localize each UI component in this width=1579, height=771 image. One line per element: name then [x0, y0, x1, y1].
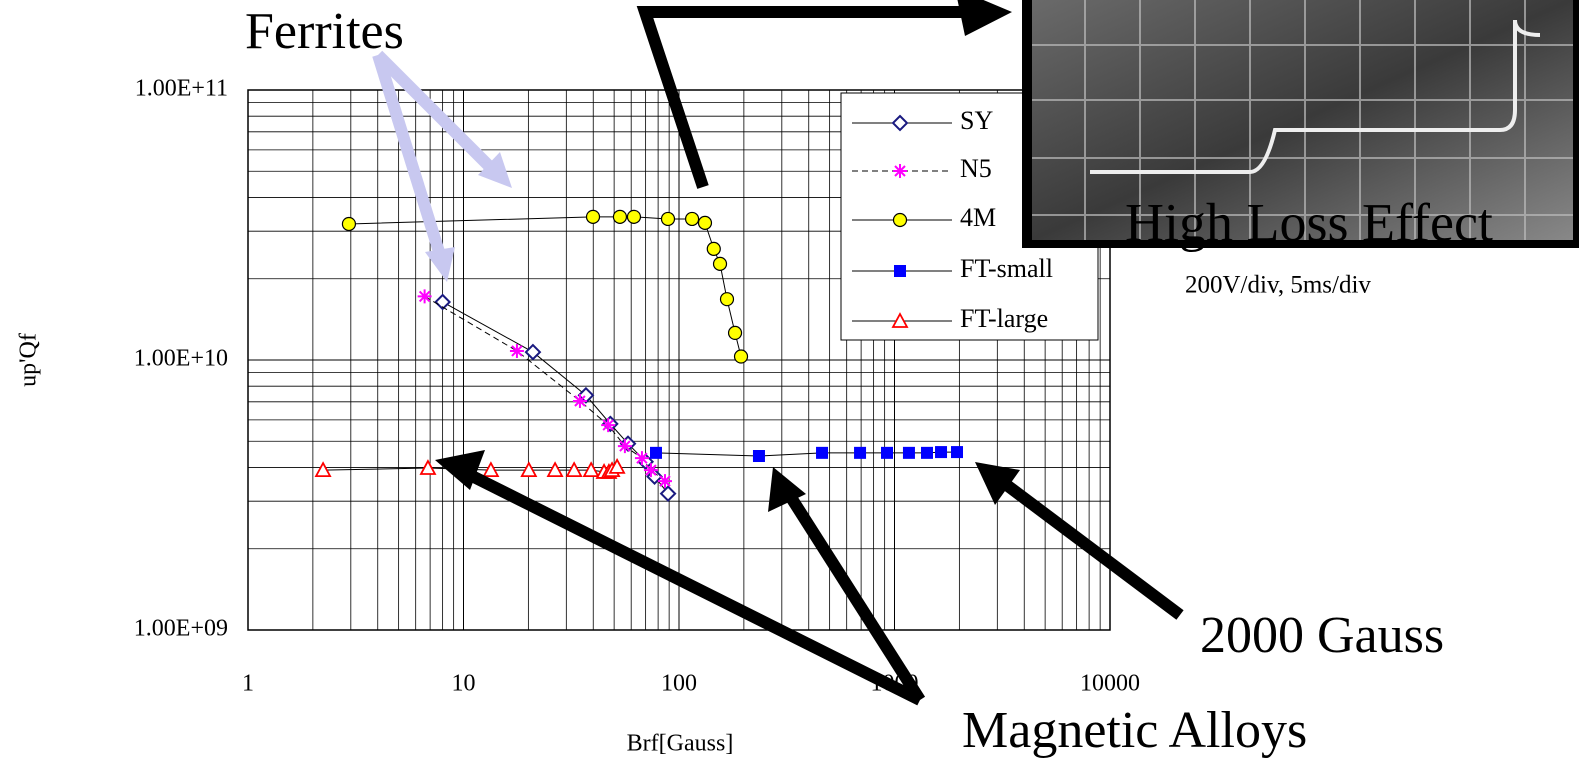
- annotation: Magnetic Alloys: [962, 702, 1307, 759]
- marker: [510, 344, 524, 358]
- marker: [729, 326, 742, 339]
- marker: [698, 216, 711, 229]
- marker: [714, 257, 727, 270]
- marker: [735, 350, 748, 363]
- x-tick-label: 100: [661, 671, 697, 697]
- marker: [613, 210, 626, 223]
- y-tick-label: 1.00E+10: [134, 346, 228, 372]
- marker: [881, 447, 893, 459]
- legend-label: SY: [960, 106, 993, 135]
- marker: [720, 293, 733, 306]
- marker: [893, 164, 907, 178]
- marker: [921, 447, 933, 459]
- marker: [342, 217, 355, 230]
- marker: [707, 242, 720, 255]
- marker: [753, 450, 765, 462]
- annotation: 2000 Gauss: [1200, 607, 1444, 664]
- marker: [627, 210, 640, 223]
- y-tick-label: 1.00E+09: [134, 616, 228, 642]
- x-tick-label: 1: [242, 671, 254, 697]
- chart: 1101001000100001.00E+091.00E+101.00E+11 …: [0, 0, 1579, 771]
- marker: [644, 463, 658, 477]
- x-tick-label: 10000: [1080, 671, 1140, 697]
- annotation: High Loss Effect: [1125, 192, 1493, 252]
- marker: [418, 289, 432, 303]
- x-tick-label: 10: [452, 671, 476, 697]
- marker: [635, 451, 649, 465]
- marker: [618, 439, 632, 453]
- legend-label: FT-small: [960, 254, 1053, 283]
- marker: [658, 474, 672, 488]
- marker: [903, 447, 915, 459]
- marker: [573, 394, 587, 408]
- marker: [686, 212, 699, 225]
- marker: [587, 210, 600, 223]
- marker: [894, 265, 906, 277]
- legend-label: 4M: [960, 203, 996, 232]
- y-axis-label: up'Qf: [16, 333, 42, 387]
- marker: [816, 447, 828, 459]
- x-axis-label: Brf[Gauss]: [627, 731, 734, 757]
- marker: [650, 447, 662, 459]
- arrow-head: [955, 0, 1012, 36]
- marker: [661, 212, 674, 225]
- annotation: 200V/div, 5ms/div: [1185, 272, 1371, 299]
- legend-label: FT-large: [960, 304, 1048, 333]
- annotation: Ferrites: [245, 3, 404, 60]
- marker: [935, 446, 947, 458]
- marker: [951, 446, 963, 458]
- y-tick-label: 1.00E+11: [135, 76, 228, 102]
- legend-label: N5: [960, 154, 992, 183]
- marker: [854, 447, 866, 459]
- marker: [894, 214, 907, 227]
- marker: [601, 418, 615, 432]
